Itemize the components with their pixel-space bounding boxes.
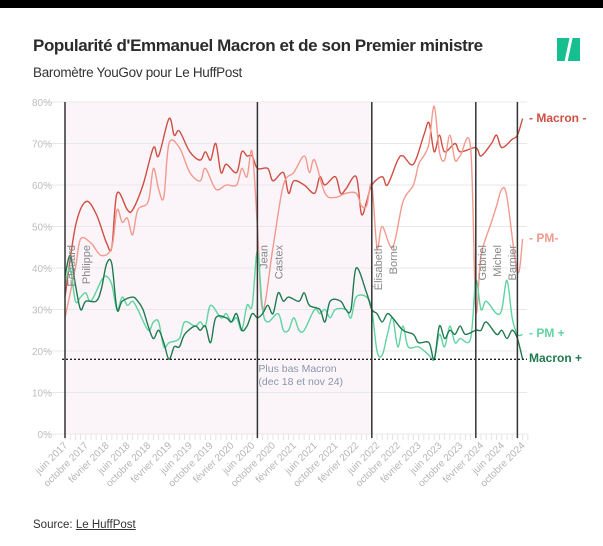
huffpost-logo xyxy=(557,38,580,61)
series-label: - PM + xyxy=(529,326,565,340)
series-label: Macron + xyxy=(529,351,582,365)
source-note: Source: Le HuffPost xyxy=(33,519,136,531)
y-tick-label: 50% xyxy=(32,223,52,234)
chart-title: Popularité d'Emmanuel Macron et de son P… xyxy=(33,36,483,55)
pm-name-label: Michel xyxy=(492,245,504,277)
y-tick-label: 40% xyxy=(32,264,52,275)
pm-name-label: Jean xyxy=(258,245,270,269)
chart-subtitle: Baromètre YouGov pour Le HuffPost xyxy=(33,65,242,80)
source-link[interactable]: Le HuffPost xyxy=(75,519,136,531)
source-label: Source: xyxy=(33,519,73,531)
series-line-3 xyxy=(64,254,524,361)
y-tick-label: 10% xyxy=(32,389,52,400)
top-bar xyxy=(0,0,603,8)
y-tick-label: 70% xyxy=(32,140,52,151)
series-label: - Macron - xyxy=(529,111,586,125)
pm-name-label: Élisabeth xyxy=(372,245,385,290)
series-line-0 xyxy=(64,117,524,298)
series-label: - PM- xyxy=(529,231,558,245)
y-tick-label: 80% xyxy=(32,98,52,109)
pm-name-label: Edouard xyxy=(66,245,78,287)
reference-annotation: (dec 18 et nov 24) xyxy=(258,376,343,388)
y-tick-label: 60% xyxy=(32,181,52,192)
series-line-1 xyxy=(64,105,524,318)
pm-name-label: Castex xyxy=(273,245,285,280)
y-tick-label: 30% xyxy=(32,306,52,317)
reference-annotation: Plus bas Macron xyxy=(258,363,336,375)
pm-name-label: Borne xyxy=(388,245,400,274)
pm-name-label: Barnier xyxy=(507,245,519,281)
pm-name-label: Gabriel xyxy=(477,245,489,280)
y-tick-label: 0% xyxy=(38,430,53,441)
y-tick-label: 20% xyxy=(32,347,52,358)
pm-name-label: Philippe xyxy=(81,245,93,284)
